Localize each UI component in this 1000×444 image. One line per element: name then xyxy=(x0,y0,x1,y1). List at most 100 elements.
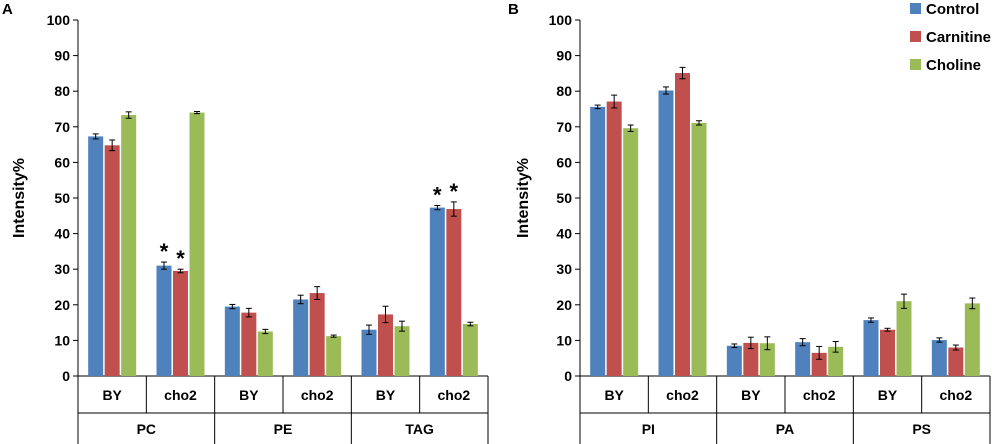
legend-swatch xyxy=(910,59,921,70)
bar xyxy=(880,329,895,376)
significance-star: * xyxy=(176,246,185,271)
bar xyxy=(257,331,273,376)
y-tick-label: 90 xyxy=(54,48,70,64)
bar xyxy=(361,329,377,376)
group-label: PI xyxy=(642,421,655,437)
bar xyxy=(964,303,980,376)
y-tick-label: 10 xyxy=(556,332,572,348)
y-tick-label: 40 xyxy=(54,226,70,242)
y-tick-label: 60 xyxy=(54,154,70,170)
bar xyxy=(429,207,445,376)
y-tick-label: 80 xyxy=(556,83,572,99)
y-tick-label: 80 xyxy=(54,83,70,99)
bar xyxy=(726,345,742,376)
category-label: cho2 xyxy=(803,387,836,403)
y-axis-label: Intensity% xyxy=(11,158,28,238)
legend-entry: Choline xyxy=(926,57,981,74)
bar xyxy=(241,312,257,376)
y-tick-label: 30 xyxy=(556,261,572,277)
bar xyxy=(675,73,690,376)
y-tick-label: 20 xyxy=(556,297,572,313)
series-choline xyxy=(623,120,980,376)
category-label: cho2 xyxy=(939,387,972,403)
panel-A: A Intensity% 0 10 20 30 40 50 60 70 80 90 100 BY cho2 B… xyxy=(2,1,489,444)
bar xyxy=(121,115,137,376)
bar xyxy=(309,293,325,376)
bar xyxy=(811,352,827,376)
bar xyxy=(378,314,393,376)
y-tick-label: 100 xyxy=(549,12,573,28)
bar xyxy=(326,336,342,376)
bar xyxy=(590,106,606,376)
bar xyxy=(293,299,309,376)
category-label: cho2 xyxy=(437,387,470,403)
category-label: BY xyxy=(102,387,122,403)
group-label: PA xyxy=(776,421,794,437)
significance-star: * xyxy=(433,182,442,207)
bar xyxy=(394,326,410,376)
series-control xyxy=(590,86,947,376)
legend-entry: Carnitine xyxy=(926,29,991,46)
bar xyxy=(173,270,188,376)
bar xyxy=(462,324,478,376)
category-label: BY xyxy=(239,387,259,403)
y-tick-label: 50 xyxy=(54,190,70,206)
group-label: PS xyxy=(912,421,931,437)
series-choline xyxy=(121,110,478,376)
category-label: BY xyxy=(376,387,396,403)
legend-swatch xyxy=(910,3,921,14)
series-control xyxy=(88,133,445,376)
y-tick-label: 100 xyxy=(47,12,71,28)
group-label: TAG xyxy=(405,421,434,437)
y-tick-label: 60 xyxy=(556,154,572,170)
bar xyxy=(863,320,879,376)
y-tick-label: 50 xyxy=(556,190,572,206)
y-tick-label: 90 xyxy=(556,48,572,64)
legend-entry: Control xyxy=(926,1,979,18)
category-label: cho2 xyxy=(301,387,334,403)
series-carnitine xyxy=(606,66,964,377)
category-label: cho2 xyxy=(666,387,699,403)
bar xyxy=(224,306,240,376)
bar xyxy=(795,342,811,376)
bar xyxy=(658,90,674,376)
y-tick-label: 30 xyxy=(54,261,70,277)
panel-B: B Intensity% 0 10 20 30 40 50 60 70 80 90 100 BY cho2 B… xyxy=(508,1,991,444)
y-tick-label: 20 xyxy=(54,297,70,313)
significance-star: * xyxy=(160,239,169,264)
bar xyxy=(896,301,912,376)
y-tick-label: 70 xyxy=(556,119,572,135)
category-label: BY xyxy=(604,387,624,403)
y-tick-label: 10 xyxy=(54,332,70,348)
category-label: BY xyxy=(878,387,898,403)
bar xyxy=(931,340,947,376)
bar xyxy=(623,128,639,376)
panel-label: B xyxy=(508,1,519,18)
significance-star: * xyxy=(450,179,459,204)
y-tick-label: 0 xyxy=(564,368,572,384)
legend: Control Carnitine Choline xyxy=(910,1,991,74)
legend-swatch xyxy=(910,31,921,42)
y-axis-label: Intensity% xyxy=(515,158,532,238)
bar xyxy=(104,145,120,376)
bar xyxy=(948,347,964,376)
bar xyxy=(691,122,707,376)
bar xyxy=(606,101,622,377)
bar xyxy=(156,265,172,376)
panel-label: A xyxy=(2,1,13,18)
bar xyxy=(189,112,205,376)
y-tick-label: 0 xyxy=(62,368,70,384)
series-carnitine xyxy=(104,139,462,376)
category-label: BY xyxy=(741,387,761,403)
group-label: PE xyxy=(274,421,293,437)
y-tick-label: 40 xyxy=(556,226,572,242)
bar xyxy=(446,209,462,376)
bar xyxy=(743,342,759,376)
y-tick-label: 70 xyxy=(54,119,70,135)
bar xyxy=(828,346,844,376)
bar xyxy=(759,343,775,376)
bar xyxy=(88,136,104,376)
category-label: cho2 xyxy=(164,387,197,403)
